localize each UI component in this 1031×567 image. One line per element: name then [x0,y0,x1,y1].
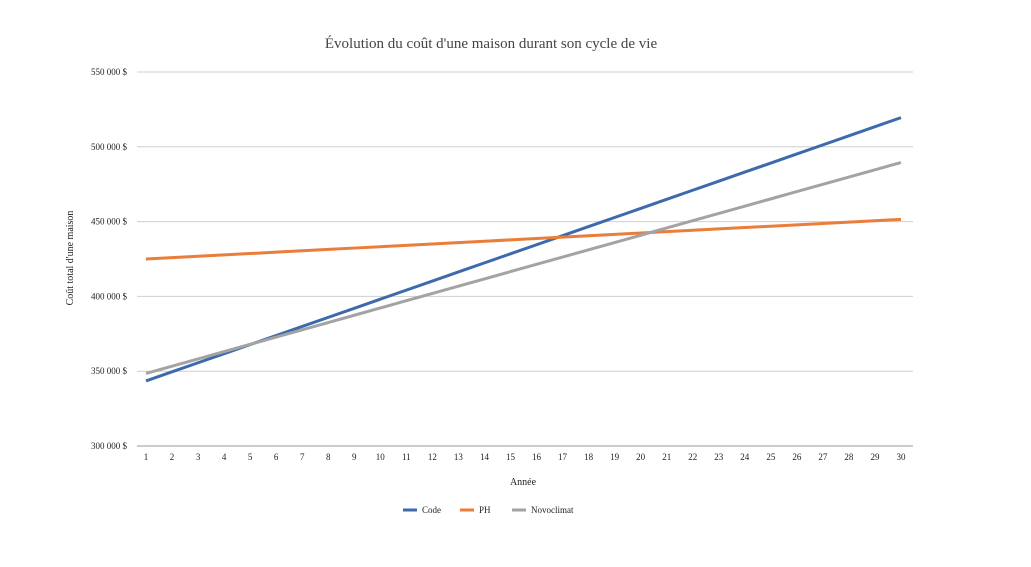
legend-item-novoclimat: Novoclimat [512,505,574,515]
legend-item-code: Code [403,505,441,515]
x-tick-label: 5 [248,452,253,462]
gridlines [137,71,913,447]
x-tick-label: 23 [714,452,724,462]
x-tick-label: 19 [610,452,620,462]
x-tick-label: 27 [818,452,828,462]
x-tick-label: 10 [376,452,386,462]
x-tick-labels: 1 2 3 4 5 6 7 8 9 10 11 12 13 14 15 16 17 18 19 20 21 22 23 24 2… [144,452,906,462]
x-tick-label: 11 [402,452,411,462]
x-tick-label: 7 [300,452,305,462]
x-tick-label: 29 [870,452,880,462]
legend-item-ph: PH [460,505,491,515]
series-line-ph [145,217,902,261]
x-axis-label: Année [510,477,537,488]
x-tick-label: 8 [326,452,331,462]
y-tick-label: 450 000 $ [91,217,128,227]
x-tick-label: 14 [480,452,490,462]
series-line-novoclimat [145,161,902,375]
x-tick-label: 22 [688,452,697,462]
x-tick-label: 24 [740,452,750,462]
legend-label: PH [479,505,491,515]
x-tick-label: 18 [584,452,594,462]
x-tick-label: 1 [144,452,149,462]
legend-label: Code [422,505,441,515]
x-tick-label: 28 [844,452,854,462]
y-axis-label: Coût total d'une maison [65,211,76,306]
x-tick-label: 21 [662,452,671,462]
x-tick-label: 26 [792,452,802,462]
y-tick-label: 550 000 $ [91,67,128,77]
y-tick-label: 300 000 $ [91,441,128,451]
chart-title: Évolution du coût d'une maison durant so… [325,35,658,52]
legend: Code PH Novoclimat [403,505,574,515]
series-lines [145,116,902,383]
x-tick-label: 17 [558,452,568,462]
y-tick-labels: 300 000 $ 350 000 $ 400 000 $ 450 000 $ 500 … [91,67,128,451]
x-tick-label: 3 [196,452,201,462]
x-tick-label: 2 [170,452,175,462]
legend-label: Novoclimat [531,505,574,515]
y-tick-label: 350 000 $ [91,366,128,376]
x-tick-label: 9 [352,452,357,462]
y-tick-label: 500 000 $ [91,142,128,152]
x-tick-label: 16 [532,452,542,462]
x-tick-label: 30 [897,452,907,462]
x-tick-label: 12 [428,452,437,462]
x-tick-label: 13 [454,452,464,462]
x-tick-label: 15 [506,452,516,462]
x-tick-label: 20 [636,452,646,462]
x-tick-label: 6 [274,452,279,462]
x-tick-label: 4 [222,452,227,462]
x-tick-label: 25 [766,452,776,462]
y-tick-label: 400 000 $ [91,291,128,301]
